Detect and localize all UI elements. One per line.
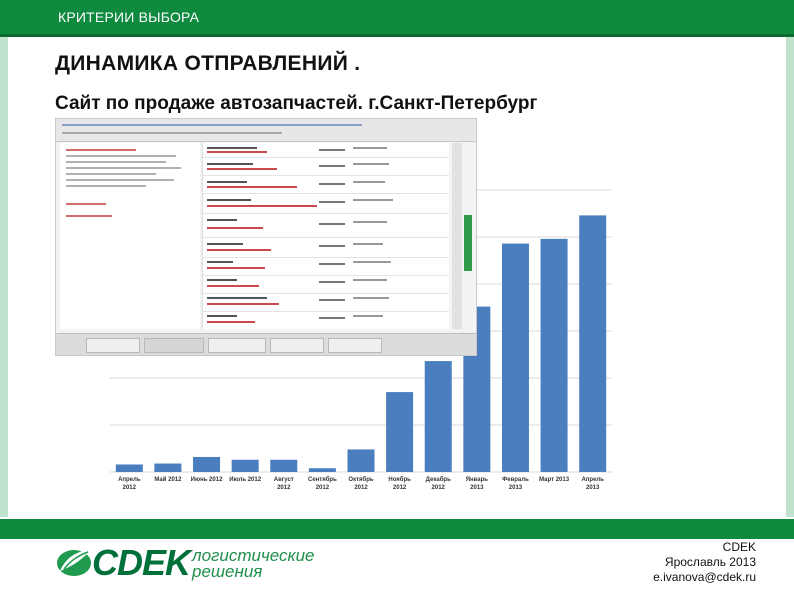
screenshot-sidebar — [60, 143, 200, 329]
website-screenshot — [55, 118, 477, 356]
x-tick-label: Март 2013 — [539, 477, 570, 483]
footer-email: e.ivanova@cdek.ru — [653, 570, 756, 584]
bar-13 — [579, 215, 607, 472]
bar-11 — [501, 243, 529, 472]
x-tick-label: Сентябрь 2012 — [308, 476, 337, 491]
brand-tagline-line1: логистические — [192, 546, 315, 565]
section-label: КРИТЕРИИ ВЫБОРА — [58, 9, 200, 25]
bar-9 — [424, 361, 452, 472]
screenshot-table — [202, 143, 449, 329]
left-rail — [0, 37, 8, 517]
x-tick-label: Апрель 2012 — [118, 477, 141, 491]
x-tick-label: Август 2012 — [274, 477, 294, 491]
x-tick-label: Ноябрь 2012 — [388, 476, 411, 491]
x-tick-label: Октябрь 2012 — [348, 476, 373, 491]
x-tick-label: Февраль 2013 — [502, 477, 529, 491]
x-tick-label: Апрель 2013 — [581, 477, 604, 491]
bar-1 — [115, 464, 143, 472]
footer-company: CDEK — [722, 540, 756, 554]
footer-city-year: Ярославль 2013 — [664, 555, 756, 569]
x-tick-label: Июнь 2012 — [191, 477, 223, 483]
x-tick-label: Май 2012 — [154, 476, 182, 483]
footer-contact: CDEK Ярославль 2013 e.ivanova@cdek.ru — [653, 540, 756, 585]
footer-bar — [0, 519, 794, 539]
bar-2 — [154, 463, 182, 472]
cdek-leaf-logo-icon — [57, 549, 92, 576]
brand-wordmark: СDEK — [92, 542, 191, 583]
screenshot-side-tab — [464, 215, 472, 271]
brand-tagline: логистические решения — [192, 546, 315, 581]
page-subtitle: Сайт по продаже автозапчастей. г.Санкт-П… — [55, 93, 538, 114]
screenshot-scrollbar — [452, 143, 462, 329]
screenshot-taskbar — [56, 333, 476, 355]
x-tick-label: Декабрь 2012 — [426, 476, 451, 491]
page-title: ДИНАМИКА ОТПРАВЛЕНИЙ . — [55, 52, 361, 75]
bar-12 — [540, 238, 568, 472]
bar-6 — [308, 468, 336, 472]
right-rail — [786, 37, 794, 517]
x-tick-label: Июль 2012 — [229, 477, 261, 483]
bar-4 — [231, 459, 259, 472]
bar-3 — [193, 456, 221, 472]
chart-bars — [115, 215, 607, 472]
bar-5 — [270, 459, 298, 472]
bar-7 — [347, 449, 375, 472]
x-tick-label: Январь 2013 — [466, 477, 489, 491]
chart-x-labels: Апрель 2012 Май 2012 Июнь 2012 Июль 2012 Авгу… — [118, 476, 604, 491]
bar-8 — [386, 392, 414, 472]
browser-toolbar — [56, 119, 476, 142]
header-bar: КРИТЕРИИ ВЫБОРА — [0, 0, 794, 37]
brand-tagline-line2: решения — [192, 562, 263, 581]
